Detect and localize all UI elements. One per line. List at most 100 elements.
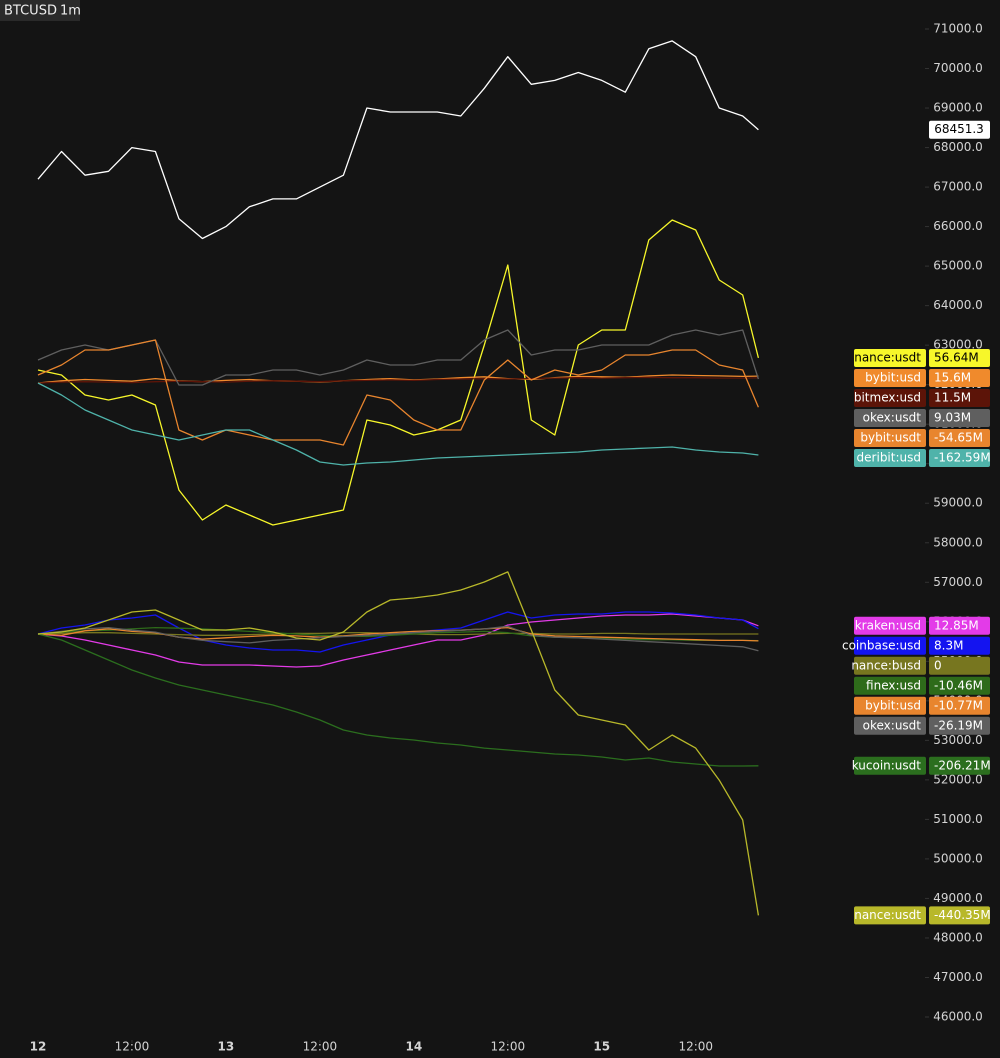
y-tick-label: 53000.0 bbox=[933, 733, 983, 747]
x-tick-label: 14 bbox=[405, 1040, 422, 1054]
chart-title: BTCUSD bbox=[4, 4, 57, 19]
x-tick-label: 12:00 bbox=[115, 1040, 150, 1054]
value-label: -10.77M bbox=[934, 698, 983, 712]
line bbox=[37, 625, 759, 652]
price-label-box bbox=[929, 120, 990, 139]
value-label-box bbox=[929, 448, 990, 467]
y-tick-label: 48000.0 bbox=[933, 930, 983, 944]
legend-name: deribit:usd bbox=[857, 450, 921, 464]
value-label-box bbox=[929, 388, 990, 407]
value-label: 8.3M bbox=[934, 638, 963, 652]
value-label-box bbox=[929, 676, 990, 695]
legend-name: kraken:usd bbox=[855, 618, 921, 632]
value-label-box bbox=[929, 616, 990, 635]
value-label: -440.35M bbox=[934, 908, 991, 922]
line bbox=[37, 613, 759, 668]
value-label-box bbox=[929, 428, 990, 447]
value-label: -206.21M bbox=[934, 758, 991, 772]
y-tick-label: 52000.0 bbox=[933, 772, 983, 786]
legend-name-box bbox=[854, 696, 926, 715]
y-tick-label: 71000.0 bbox=[933, 22, 983, 36]
legend-name-box bbox=[854, 428, 926, 447]
y-tick-label: 67000.0 bbox=[933, 180, 983, 194]
y-tick-label: 58000.0 bbox=[933, 535, 983, 549]
legend-name-box bbox=[854, 636, 926, 655]
legend-name: nance:busd bbox=[851, 658, 921, 672]
value-label-box bbox=[929, 636, 990, 655]
x-tick-label: 15 bbox=[593, 1040, 610, 1054]
line bbox=[37, 329, 760, 386]
value-label-box bbox=[929, 656, 990, 675]
line bbox=[37, 633, 759, 767]
value-label-box bbox=[929, 716, 990, 735]
y-tick-label: 57000.0 bbox=[933, 575, 983, 589]
line bbox=[37, 219, 760, 526]
value-label-box bbox=[929, 348, 990, 367]
legend-name: bybit:usdt bbox=[860, 430, 921, 444]
value-label: 0 bbox=[934, 658, 942, 672]
y-tick-label: 47000.0 bbox=[933, 970, 983, 984]
legend-name-box bbox=[854, 616, 926, 635]
y-tick-label: 51000.0 bbox=[933, 812, 983, 826]
y-tick-label: 50000.0 bbox=[933, 851, 983, 865]
x-tick-label: 13 bbox=[218, 1040, 235, 1054]
value-label: -26.19M bbox=[934, 718, 983, 732]
line bbox=[37, 339, 759, 446]
legend-name: okex:usdt bbox=[863, 718, 922, 732]
y-tick-label: 46000.0 bbox=[933, 1009, 983, 1023]
legend-name-box bbox=[854, 408, 926, 427]
y-tick-label: 65000.0 bbox=[933, 259, 983, 273]
legend-name: nance:usdt bbox=[854, 350, 921, 364]
legend-name-box bbox=[854, 368, 926, 387]
legend-name: finex:usd bbox=[866, 678, 921, 692]
value-label-box bbox=[929, 696, 990, 715]
line bbox=[37, 376, 759, 384]
x-tick-label: 12:00 bbox=[303, 1040, 338, 1054]
legend-name-box bbox=[854, 448, 926, 467]
title-box bbox=[0, 0, 80, 21]
value-label: 9.03M bbox=[934, 410, 971, 424]
legend-name-box bbox=[854, 906, 926, 925]
line bbox=[37, 571, 760, 916]
legend-name-box bbox=[854, 756, 926, 775]
legend-name: okex:usdt bbox=[863, 410, 922, 424]
value-label: -54.65M bbox=[934, 430, 983, 444]
legend-name-box bbox=[854, 676, 926, 695]
x-tick-label: 12 bbox=[30, 1040, 47, 1054]
legend-name: nance:usdt bbox=[854, 908, 921, 922]
y-tick-label: 59000.0 bbox=[933, 496, 983, 510]
y-tick-label: 68000.0 bbox=[933, 140, 983, 154]
x-tick-label: 12:00 bbox=[678, 1040, 713, 1054]
value-label: -162.59M bbox=[934, 450, 991, 464]
legend-name: bybit:usd bbox=[865, 370, 921, 384]
legend-name-box bbox=[854, 716, 926, 735]
x-tick-label: 12:00 bbox=[491, 1040, 526, 1054]
value-label: -10.46M bbox=[934, 678, 983, 692]
line bbox=[37, 40, 759, 240]
line bbox=[37, 626, 759, 642]
line bbox=[37, 374, 759, 384]
legend-name: bitmex:usd bbox=[854, 390, 921, 404]
line bbox=[37, 382, 759, 466]
y-tick-label: 63000.0 bbox=[933, 338, 983, 352]
value-label: 12.85M bbox=[934, 618, 979, 632]
value-label-box bbox=[929, 408, 990, 427]
value-label-box bbox=[929, 368, 990, 387]
legend-name: kucoin:usdt bbox=[852, 758, 922, 772]
legend-name-box bbox=[854, 348, 926, 367]
y-tick-label: 66000.0 bbox=[933, 219, 983, 233]
y-tick-label: 49000.0 bbox=[933, 891, 983, 905]
price-label: 68451.3 bbox=[934, 122, 984, 136]
value-label: 56.64M bbox=[934, 350, 979, 364]
legend-name-box bbox=[854, 656, 926, 675]
legend-name: coinbase:usd bbox=[842, 638, 921, 652]
legend-name-box bbox=[854, 388, 926, 407]
value-label-box bbox=[929, 906, 990, 925]
y-tick-label: 69000.0 bbox=[933, 101, 983, 115]
value-label: 15.6M bbox=[934, 370, 971, 384]
interval: 1m bbox=[60, 4, 81, 19]
legend-name: bybit:usd bbox=[865, 698, 921, 712]
